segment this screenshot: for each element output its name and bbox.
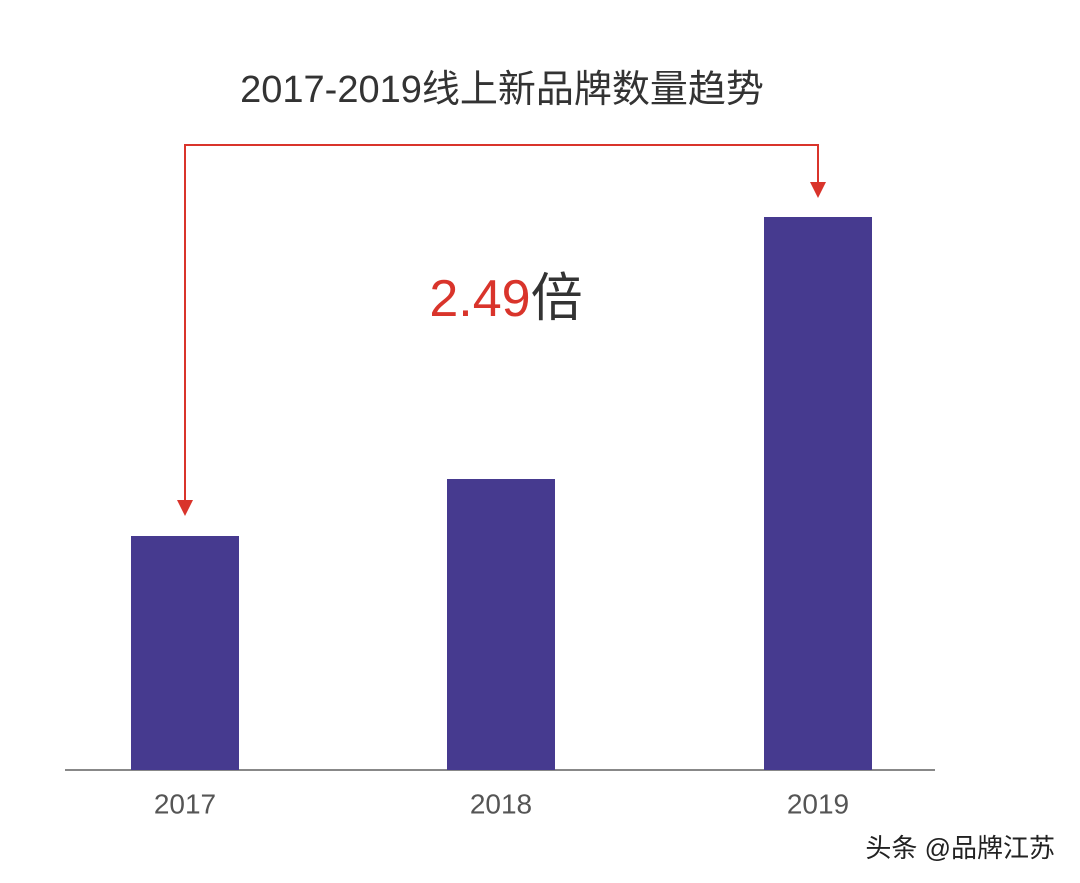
arrow-head	[177, 500, 193, 516]
arrow-head	[810, 182, 826, 198]
x-tick-label: 2017	[154, 788, 216, 819]
annotation-suffix: 倍	[531, 270, 583, 328]
annotation-value: 2.49	[429, 270, 530, 328]
chart-title: 2017-2019线上新品牌数量趋势	[240, 69, 764, 111]
bar	[131, 536, 239, 770]
watermark: 头条 @品牌江苏	[865, 833, 1055, 863]
x-tick-label: 2018	[470, 788, 532, 819]
annotation: 2.49倍	[429, 270, 582, 328]
bracket-arrow	[184, 144, 819, 510]
x-tick-label: 2019	[787, 788, 849, 819]
bar	[764, 217, 872, 770]
bar	[447, 479, 555, 770]
